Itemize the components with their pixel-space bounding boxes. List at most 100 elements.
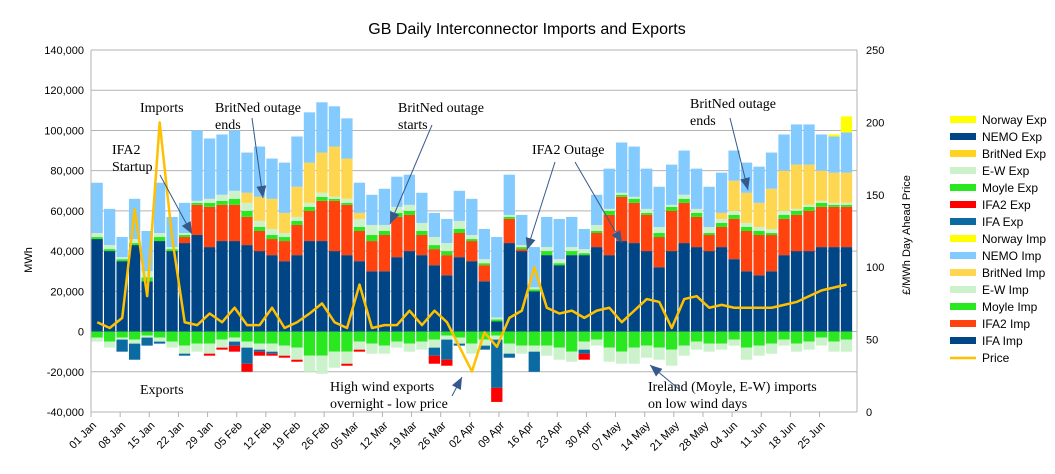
bar-e-w-imp <box>728 210 740 215</box>
bar-moyle-imp <box>478 263 490 266</box>
bar-ifa2-imp <box>803 210 815 252</box>
bar-nemo-imp <box>103 208 116 246</box>
bar-moyle-imp <box>178 235 191 238</box>
y2-tick-label: 50 <box>866 335 878 347</box>
legend-label: BritNed Exp <box>982 147 1046 161</box>
x-tick-label: 19 Feb <box>270 420 303 453</box>
bar-moyle-imp <box>153 237 166 242</box>
bar-ifa2-imp <box>391 216 403 258</box>
bar-ifa2-imp <box>253 231 266 252</box>
bar-britned-imp <box>765 188 778 229</box>
x-tick-label: 02 Apr <box>447 419 478 450</box>
bar-moyle-imp <box>516 247 528 250</box>
bar-ifa-exp <box>228 341 241 346</box>
bar-ifa2-imp <box>616 196 628 242</box>
bar-ifa-imp <box>266 255 278 332</box>
bar-nemo-imp <box>703 186 715 227</box>
legend-label: IFA2 Imp <box>982 317 1030 331</box>
bar-ifa-imp <box>740 271 753 332</box>
bar-moyle-exp <box>803 331 815 342</box>
bar-e-w-imp <box>291 216 303 221</box>
bar-moyle-exp <box>740 331 753 348</box>
bar-ifa2-exp <box>428 355 440 364</box>
bar-moyle-imp <box>628 198 640 203</box>
legend-swatch <box>950 337 976 344</box>
bar-nemo-imp <box>666 164 678 205</box>
bar-e-w-imp <box>541 247 553 252</box>
bar-ifa2-imp <box>591 233 603 248</box>
bar-nemo-imp <box>541 216 553 248</box>
bar-moyle-exp <box>466 331 478 344</box>
bar-moyle-exp <box>591 331 603 340</box>
bar-moyle-exp <box>778 331 790 340</box>
bar-e-w-imp <box>141 271 153 278</box>
bar-britned-imp <box>328 146 341 197</box>
bar-ifa-imp <box>391 257 403 332</box>
bar-e-w-imp <box>678 194 690 199</box>
bar-ifa2-exp <box>266 353 278 356</box>
annotation-arrow <box>389 124 433 225</box>
bar-e-w-imp <box>228 190 241 199</box>
bar-e-w-exp <box>666 349 678 366</box>
bar-moyle-exp <box>391 331 403 342</box>
bar-e-w-imp <box>616 192 628 195</box>
bar-ifa-imp <box>703 251 715 332</box>
bar-ifa2-imp <box>228 204 241 242</box>
bar-moyle-exp <box>790 331 803 344</box>
bar-ifa2-exp <box>278 355 291 358</box>
bar-e-w-imp <box>528 287 540 290</box>
y-tick-label: 0 <box>78 327 84 339</box>
bar-moyle-imp <box>441 251 453 256</box>
bar-ifa2-imp <box>453 233 465 258</box>
bar-ifa-exp <box>528 351 540 372</box>
bar-moyle-imp <box>678 198 690 203</box>
bar-ifa-imp <box>316 241 328 332</box>
bar-e-w-exp <box>316 355 328 374</box>
bar-nemo-imp <box>328 106 341 147</box>
bar-e-w-imp <box>516 245 528 248</box>
bar-ifa-imp <box>416 255 428 332</box>
bar-ifa2-imp <box>690 216 703 248</box>
bar-ifa2-imp <box>353 231 366 262</box>
bar-moyle-exp <box>278 331 291 346</box>
bar-ifa2-imp <box>403 214 416 252</box>
bar-moyle-imp <box>191 202 203 205</box>
bar-e-w-exp <box>616 351 628 364</box>
bar-ifa-imp <box>828 247 840 332</box>
x-tick-label: 08 Jan <box>96 420 128 452</box>
annotation-text: High wind exports <box>330 380 434 395</box>
bar-nemo-imp <box>228 130 241 191</box>
bar-moyle-imp <box>353 226 366 231</box>
bar-ifa-imp <box>503 243 515 332</box>
bar-moyle-exp <box>666 331 678 350</box>
bar-ifa2-imp <box>678 202 690 244</box>
bar-moyle-imp <box>553 263 565 266</box>
bar-moyle-imp <box>828 204 840 207</box>
bar-moyle-exp <box>191 331 203 344</box>
bar-moyle-exp <box>141 331 153 336</box>
bar-e-w-imp <box>803 204 815 207</box>
bar-ifa2-imp <box>828 206 840 248</box>
bar-ifa-imp <box>291 255 303 332</box>
bar-moyle-imp <box>203 202 216 207</box>
bar-e-w-imp <box>603 208 615 211</box>
bar-nemo-imp <box>628 146 640 197</box>
legend-swatch <box>950 235 976 242</box>
bar-moyle-exp <box>715 331 728 344</box>
bar-ifa-imp <box>378 271 391 332</box>
bar-e-w-exp <box>703 343 715 352</box>
bar-e-w-exp <box>628 347 640 364</box>
bar-ifa-imp <box>141 281 153 332</box>
bar-norway-imp <box>840 116 853 133</box>
legend-swatch <box>950 303 976 310</box>
bar-moyle-exp <box>815 331 828 338</box>
bar-e-w-exp <box>715 343 728 350</box>
annotation-arrow <box>729 117 749 191</box>
bar-nemo-imp <box>503 174 515 215</box>
bar-ifa-imp <box>641 251 653 332</box>
bar-moyle-imp <box>603 210 615 215</box>
bar-e-w-imp <box>103 245 116 250</box>
bar-nemo-imp <box>203 138 216 199</box>
bar-nemo-imp <box>466 198 478 236</box>
bar-e-w-imp <box>441 243 453 252</box>
